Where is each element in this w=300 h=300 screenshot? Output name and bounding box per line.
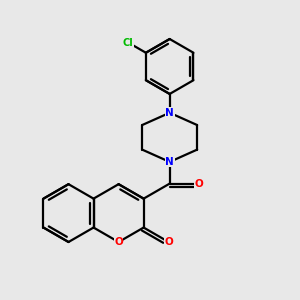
Text: O: O [114, 237, 123, 247]
Text: O: O [195, 178, 203, 189]
Text: O: O [165, 238, 173, 248]
Text: N: N [165, 157, 174, 167]
Text: Cl: Cl [123, 38, 134, 48]
Text: N: N [165, 108, 174, 118]
